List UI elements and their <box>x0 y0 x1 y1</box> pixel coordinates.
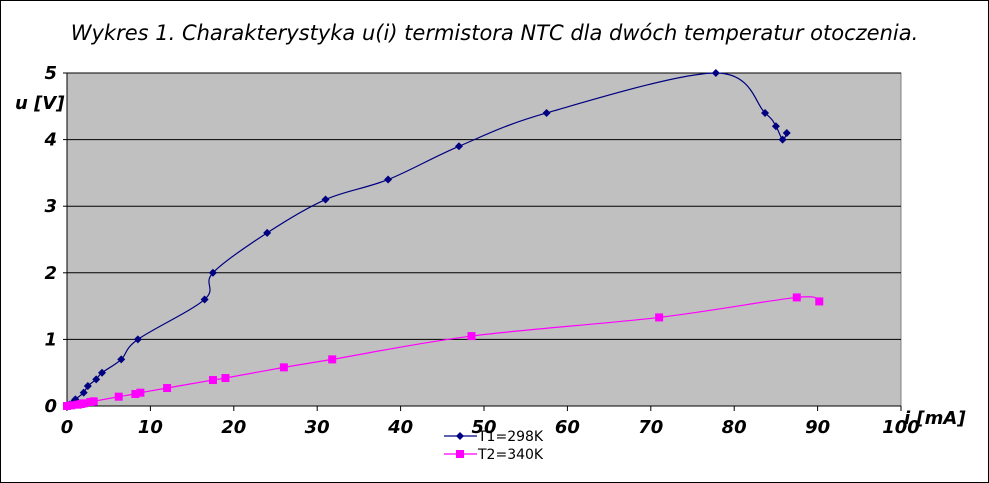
data-point <box>208 268 217 277</box>
legend-label: T2=340K <box>477 447 544 463</box>
data-point <box>89 397 98 406</box>
gridlines <box>67 72 901 340</box>
data-point <box>792 293 801 302</box>
y-tick-label: 2 <box>44 263 57 284</box>
series-1 <box>63 69 791 410</box>
y-tick-label: 3 <box>44 196 57 217</box>
data-point <box>771 122 780 131</box>
legend-item-2: T2=340K <box>444 447 544 463</box>
x-tick-labels: 0 10 20 30 40 50 60 70 80 90 100 <box>61 406 920 438</box>
data-point <box>117 355 126 364</box>
data-point <box>279 363 288 372</box>
x-tick-label: 60 <box>555 417 580 438</box>
y-tick-label: 0 <box>44 396 57 417</box>
data-point <box>83 382 92 391</box>
plot-area <box>66 72 902 407</box>
data-point <box>200 295 209 304</box>
data-point <box>79 388 88 397</box>
data-point <box>114 392 123 401</box>
data-point <box>542 108 551 117</box>
y-tick-labels: 0 1 2 3 4 5 <box>43 63 67 417</box>
data-point <box>67 401 76 410</box>
data-point <box>467 332 476 341</box>
data-point <box>815 297 824 306</box>
x-tick-label: 100 <box>882 417 920 438</box>
x-tick-label: 90 <box>805 417 830 438</box>
x-tick-label: 40 <box>387 417 413 438</box>
data-point <box>454 142 463 151</box>
x-tick-label: 80 <box>722 417 747 438</box>
data-point <box>328 355 337 364</box>
data-point <box>98 368 107 377</box>
data-point <box>221 374 230 383</box>
series-2 <box>63 293 824 410</box>
chart-title: Wykres 1. Charakterystyka u(i) termistor… <box>70 21 919 45</box>
data-point <box>321 195 330 204</box>
x-axis-label: i [mA] <box>904 408 966 429</box>
y-axis-label: u [V] <box>15 93 65 114</box>
data-point <box>711 69 720 77</box>
x-tick-label: 10 <box>138 417 163 438</box>
x-tick-label: 50 <box>471 417 496 438</box>
data-point <box>136 388 145 397</box>
y-tick-label: 4 <box>43 130 57 151</box>
y-tick-label: 5 <box>44 63 57 84</box>
data-point <box>92 375 101 384</box>
data-point <box>163 384 172 393</box>
data-point <box>208 376 217 385</box>
data-point <box>761 108 770 117</box>
x-tick-label: 0 <box>61 417 74 438</box>
y-tick-label: 1 <box>44 329 57 350</box>
data-point <box>263 228 272 237</box>
data-point <box>63 402 71 410</box>
x-tick-label: 20 <box>221 417 246 438</box>
series-layer <box>63 69 824 410</box>
legend-label: T1=298K <box>477 429 544 445</box>
data-point <box>131 390 140 399</box>
legend-marker <box>456 450 464 458</box>
legend-item-1: T1=298K <box>444 429 544 445</box>
legend-marker <box>456 432 464 440</box>
data-point <box>79 399 88 408</box>
x-tick-label: 30 <box>305 417 330 438</box>
data-point <box>778 135 787 144</box>
data-point <box>384 175 393 184</box>
data-point <box>133 335 142 344</box>
data-point <box>655 313 664 322</box>
data-point <box>782 128 791 137</box>
legend: T1=298K T2=340K <box>444 429 544 463</box>
x-tick-label: 70 <box>638 417 663 438</box>
